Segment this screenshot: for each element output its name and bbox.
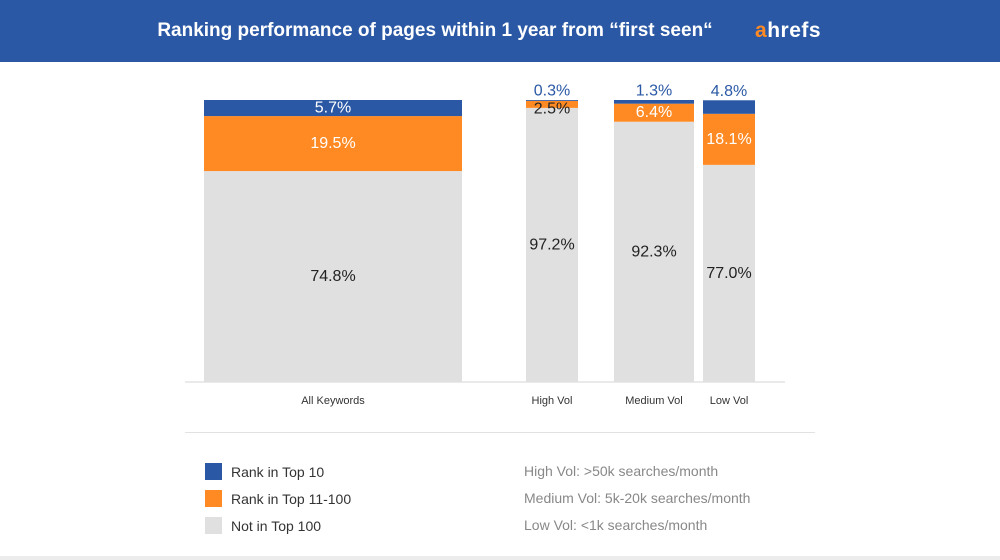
legend-label: Rank in Top 11-100 [231, 490, 352, 507]
bar-segment-top10 [204, 100, 462, 117]
footer-divider [185, 432, 815, 433]
legend-item-top10: Rank in Top 10 [205, 458, 351, 485]
legend-swatch-top10 [205, 463, 222, 480]
legend: Rank in Top 10 Rank in Top 11-100 Not in… [205, 458, 351, 539]
bar-segment-not-top100 [204, 171, 462, 382]
stacked-bar-chart: 74.8% 19.5% 5.7% All Keywords 97.2% 2.5%0.3% H… [185, 83, 785, 407]
logo-text: hrefs [767, 19, 822, 42]
bar-segment-top11-100 [703, 113, 755, 165]
data-label-top10: 5.7% [315, 100, 351, 117]
data-label-top11-100: 6.4% [636, 104, 672, 121]
note-low-vol: Low Vol: <1k searches/month [524, 517, 708, 533]
category-label: Low Vol [710, 395, 749, 407]
legend-item-not-top100: Not in Top 100 [205, 512, 351, 539]
data-label-top11-100: 2.5% [534, 100, 570, 117]
category-label: High Vol [532, 395, 573, 407]
bar-segment-top11-100 [614, 103, 694, 122]
bar-segment-not-top100 [526, 107, 578, 382]
data-label-not-top100: 92.3% [631, 243, 676, 260]
category-label: All Keywords [301, 395, 365, 407]
chart-title: Ranking performance of pages within 1 ye… [157, 20, 713, 41]
data-label-top10: 4.8% [711, 83, 747, 100]
bar-segment-top11-100 [526, 100, 578, 108]
data-label-not-top100: 77.0% [706, 265, 751, 282]
volume-notes: High Vol: >50k searches/month Medium Vol… [524, 458, 750, 539]
data-label-not-top100: 74.8% [310, 268, 355, 285]
ahrefs-logo: ahrefs [755, 0, 821, 62]
header-bar: Ranking performance of pages within 1 ye… [0, 0, 1000, 62]
logo-accent-letter: a [755, 19, 768, 42]
bar-segment-not-top100 [614, 121, 694, 383]
data-label-top11-100: 19.5% [310, 135, 355, 152]
note-medium-vol: Medium Vol: 5k-20k searches/month [524, 490, 751, 506]
legend-swatch-top11-100 [205, 490, 222, 507]
legend-label: Rank in Top 10 [231, 463, 325, 480]
bottom-strip [0, 556, 1000, 560]
legend-swatch-not-top100 [205, 517, 222, 534]
data-label-top10: 1.3% [636, 83, 672, 100]
bar-segment-top10 [526, 100, 578, 101]
bar-segment-not-top100 [703, 164, 755, 382]
bar-segment-top11-100 [204, 116, 462, 172]
data-label-top10: 0.3% [534, 83, 570, 100]
note-high-vol: High Vol: >50k searches/month [524, 463, 719, 479]
data-label-top11-100: 18.1% [706, 131, 751, 148]
category-label: Medium Vol [625, 395, 682, 407]
data-label-not-top100: 97.2% [529, 236, 574, 253]
legend-label: Not in Top 100 [231, 517, 322, 534]
bar-segment-top10 [614, 100, 694, 104]
legend-item-top11-100: Rank in Top 11-100 [205, 485, 351, 512]
bar-segment-top10 [703, 100, 755, 114]
